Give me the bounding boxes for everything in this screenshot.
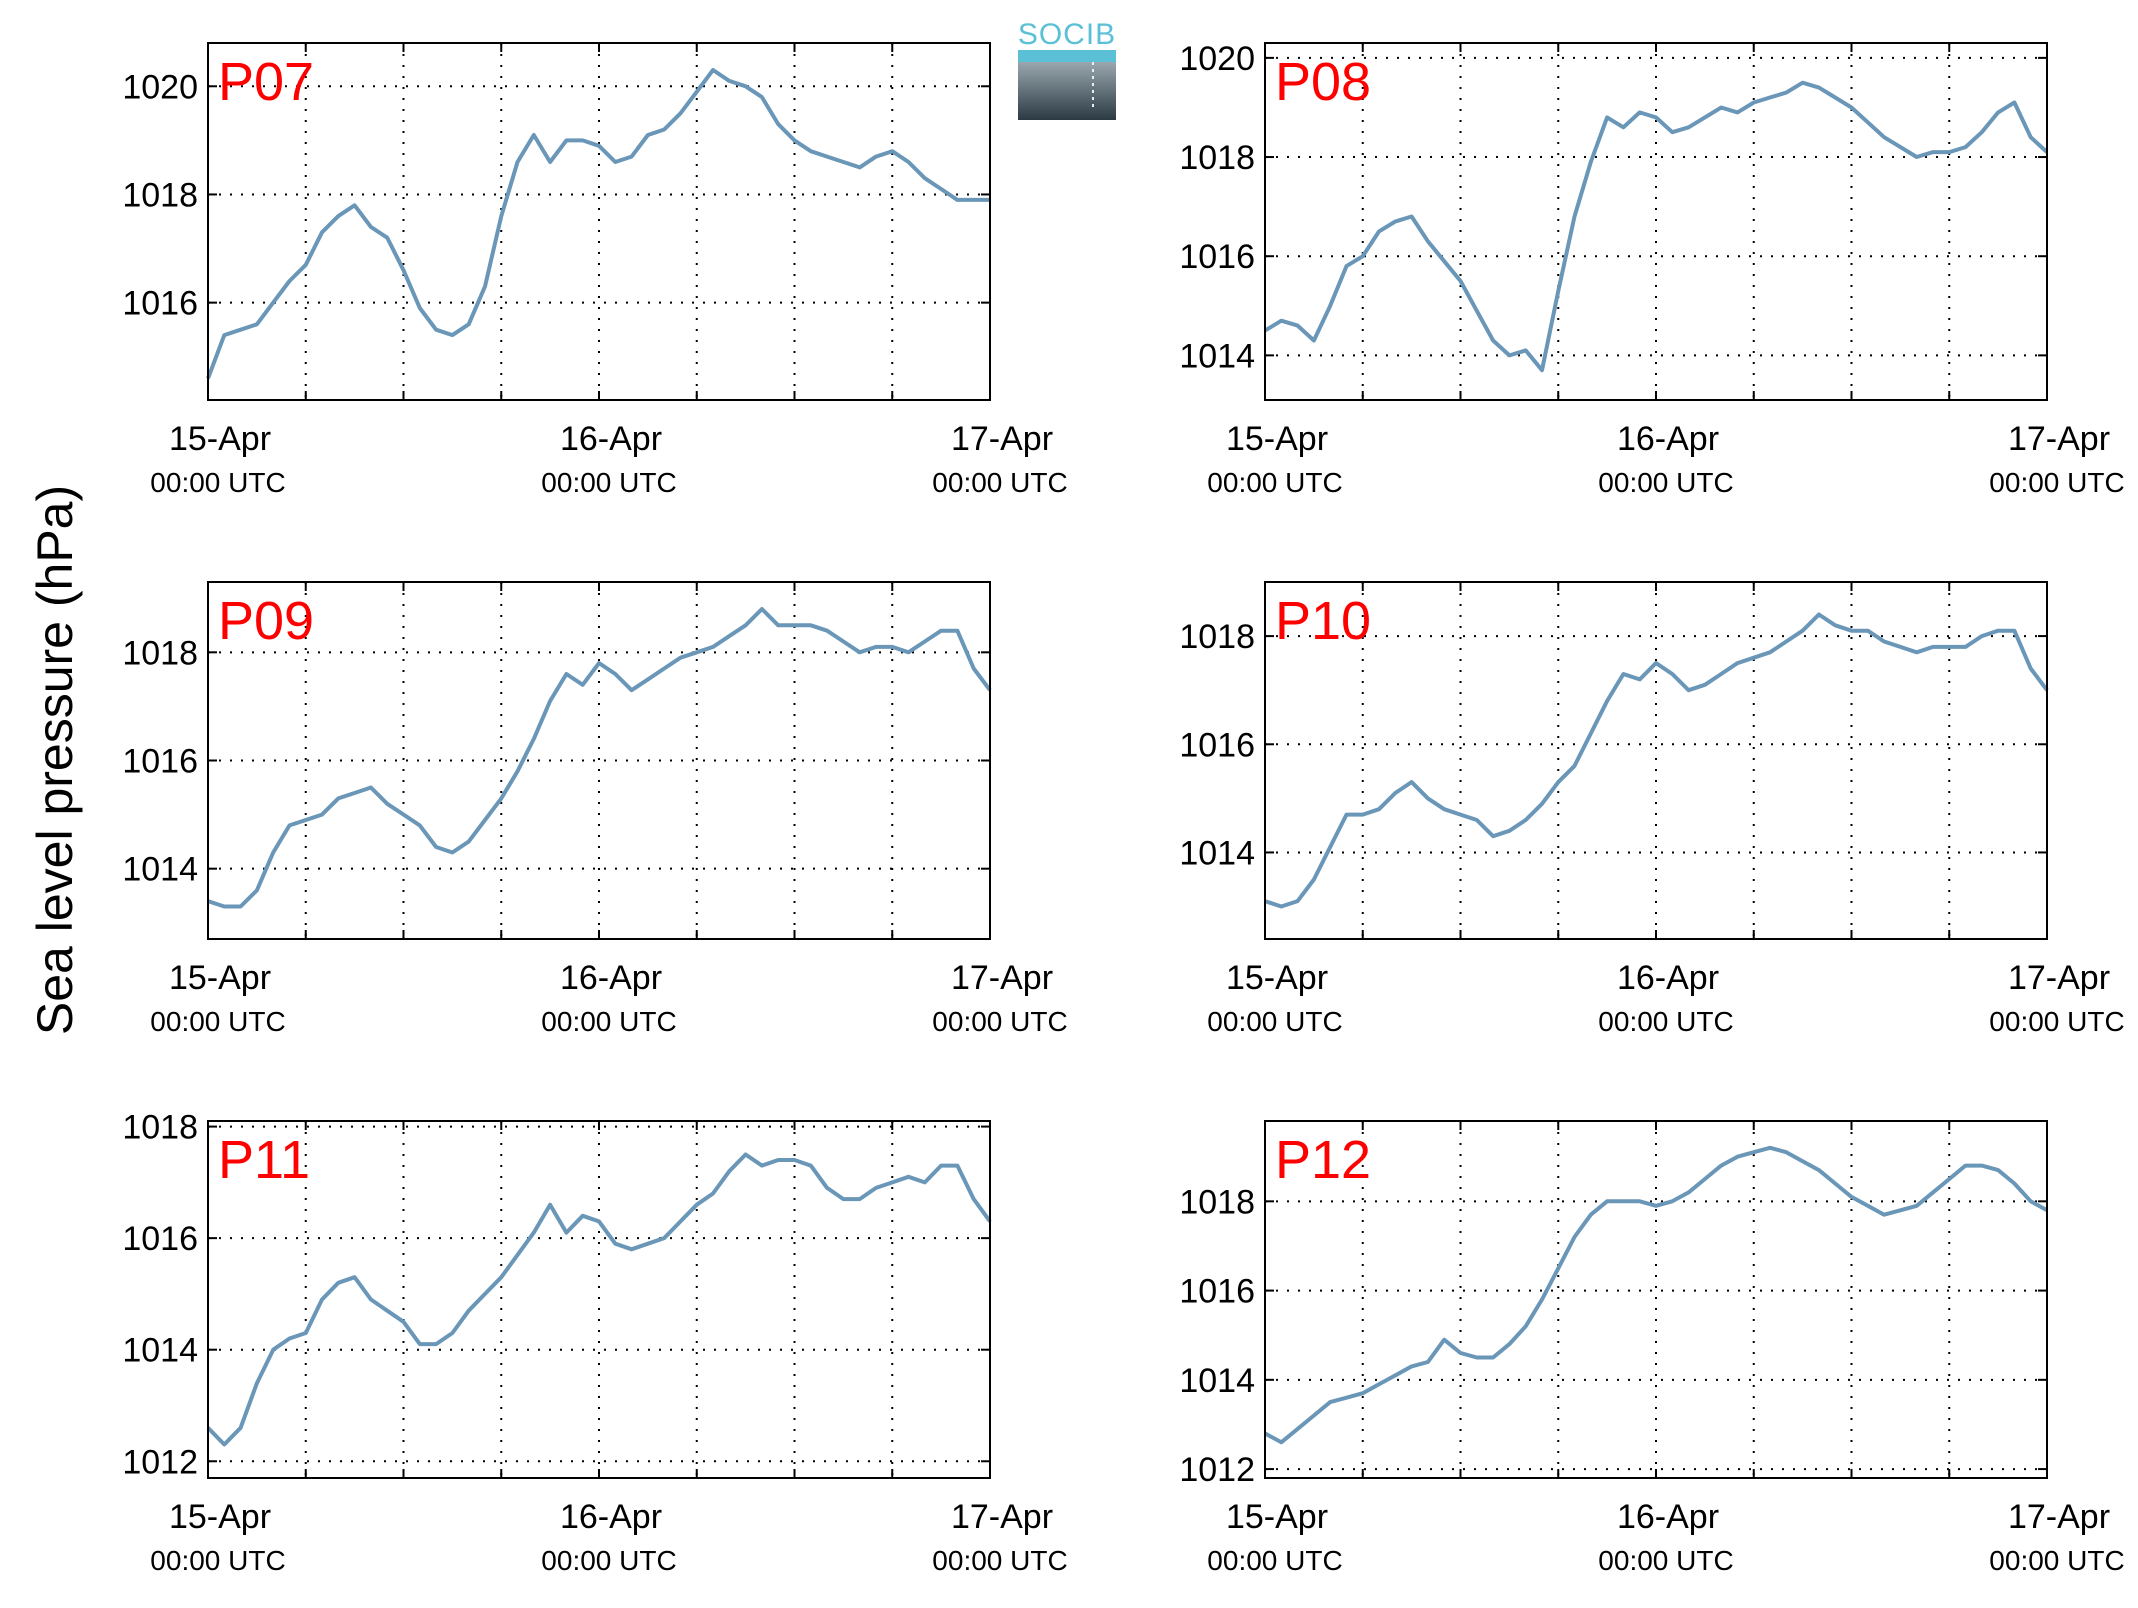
x-tick-date-label: 16-Apr <box>1617 959 1719 997</box>
y-tick-label: 1018 <box>1179 139 1255 177</box>
y-tick-label: 1018 <box>122 1109 198 1147</box>
y-tick-label: 1014 <box>1179 337 1255 375</box>
y-tick-label: 1016 <box>122 743 198 781</box>
panel-p12: 1012 1014 1016 1018 15-Apr 00:00 UTC 16-Apr 00:… <box>1179 1120 2125 1576</box>
series-line <box>206 68 990 380</box>
x-tick-time-label: 00:00 UTC <box>150 467 285 498</box>
x-tick-time-label: 00:00 UTC <box>1989 1006 2124 1037</box>
x-tick-date-label: 17-Apr <box>951 420 1053 458</box>
x-tick-date-label: 16-Apr <box>560 1498 662 1536</box>
panel-label: P11 <box>218 1130 310 1190</box>
plot-frame <box>1264 42 2048 401</box>
x-tick-time-label: 00:00 UTC <box>1598 467 1733 498</box>
y-tick-label: 1018 <box>122 634 198 672</box>
plot-frame <box>207 1120 991 1479</box>
logo-block-icon <box>1018 62 1116 120</box>
x-tick-date-label: 15-Apr <box>169 420 271 458</box>
panel-label: P07 <box>218 52 314 112</box>
x-tick-time-label: 00:00 UTC <box>1989 467 2124 498</box>
x-tick-time-label: 00:00 UTC <box>1598 1006 1733 1037</box>
y-tick-label: 1016 <box>1179 1273 1255 1311</box>
series-line <box>207 607 992 909</box>
y-tick-label: 1016 <box>122 285 198 323</box>
y-tick-label: 1016 <box>1179 238 1255 276</box>
x-tick-date-label: 16-Apr <box>560 959 662 997</box>
x-tick-date-label: 17-Apr <box>951 959 1053 997</box>
x-tick-time-label: 00:00 UTC <box>541 1006 676 1037</box>
y-tick-label: 1014 <box>122 851 198 889</box>
panel-label: P09 <box>218 591 314 651</box>
socib-logo: SOCIB <box>1018 18 1116 120</box>
y-tick-label: 1014 <box>122 1332 198 1370</box>
x-tick-date-label: 17-Apr <box>951 1498 1053 1536</box>
y-tick-label: 1014 <box>1179 834 1255 872</box>
y-tick-label: 1012 <box>1179 1451 1255 1489</box>
x-tick-date-label: 15-Apr <box>1226 420 1328 458</box>
x-tick-date-label: 17-Apr <box>2008 959 2110 997</box>
series-line <box>206 1152 992 1447</box>
x-tick-date-label: 16-Apr <box>1617 1498 1719 1536</box>
y-tick-label: 1016 <box>1179 726 1255 764</box>
x-tick-time-label: 00:00 UTC <box>1207 467 1342 498</box>
x-tick-date-label: 16-Apr <box>560 420 662 458</box>
y-tick-label: 1012 <box>122 1443 198 1481</box>
y-tick-label: 1018 <box>1179 1183 1255 1221</box>
x-tick-time-label: 00:00 UTC <box>932 467 1067 498</box>
y-tick-label: 1020 <box>1179 40 1255 78</box>
plot-frame <box>207 42 991 401</box>
panel-p11: 1012 1014 1016 1018 15-Apr 00:00 UTC 16-Apr 00:… <box>122 1109 1067 1576</box>
y-tick-label: 1016 <box>122 1220 198 1258</box>
x-tick-time-label: 00:00 UTC <box>150 1006 285 1037</box>
panel-label: P08 <box>1275 52 1371 112</box>
y-tick-label: 1018 <box>1179 618 1255 656</box>
series-line <box>1263 80 2049 373</box>
panel-p07: 1016 1018 1020 15-Apr 00:00 UTC 16-Apr 00:00 U… <box>122 42 1068 498</box>
panel-label: P10 <box>1275 591 1371 651</box>
panel-p09: 1014 1016 1018 15-Apr 00:00 UTC 16-Apr 00:00 U… <box>122 581 1068 1037</box>
x-tick-time-label: 00:00 UTC <box>150 1545 285 1576</box>
y-axis-label: Sea level pressure (hPa) <box>27 485 83 1035</box>
y-tick-label: 1020 <box>122 68 198 106</box>
panel-p08: 1014 1016 1018 1020 15-Apr 00:00 UTC 16-Apr 00:… <box>1179 40 2124 498</box>
x-tick-time-label: 00:00 UTC <box>541 1545 676 1576</box>
x-tick-date-label: 17-Apr <box>2008 420 2110 458</box>
x-tick-date-label: 15-Apr <box>169 959 271 997</box>
x-tick-date-label: 16-Apr <box>1617 420 1719 458</box>
x-tick-date-label: 15-Apr <box>1226 959 1328 997</box>
series-line <box>1264 1145 2048 1445</box>
x-tick-time-label: 00:00 UTC <box>1989 1545 2124 1576</box>
plot-frame <box>207 581 991 940</box>
logo-text: SOCIB <box>1018 18 1116 51</box>
x-tick-date-label: 15-Apr <box>169 1498 271 1536</box>
x-tick-time-label: 00:00 UTC <box>932 1545 1067 1576</box>
series-line <box>1264 612 2049 909</box>
y-tick-label: 1018 <box>122 176 198 214</box>
x-tick-time-label: 00:00 UTC <box>1598 1545 1733 1576</box>
x-tick-time-label: 00:00 UTC <box>932 1006 1067 1037</box>
panel-label: P12 <box>1275 1130 1371 1190</box>
y-tick-label: 1014 <box>1179 1362 1255 1400</box>
plot-frame <box>1264 581 2048 940</box>
x-tick-date-label: 15-Apr <box>1226 1498 1328 1536</box>
logo-band-icon <box>1018 50 1116 64</box>
panel-p10: 1014 1016 1018 15-Apr 00:00 UTC 16-Apr 00:00 U… <box>1179 581 2125 1037</box>
plot-frame <box>1264 1120 2048 1479</box>
x-tick-time-label: 00:00 UTC <box>1207 1545 1342 1576</box>
x-tick-time-label: 00:00 UTC <box>541 467 676 498</box>
x-tick-date-label: 17-Apr <box>2008 1498 2110 1536</box>
x-tick-time-label: 00:00 UTC <box>1207 1006 1342 1037</box>
